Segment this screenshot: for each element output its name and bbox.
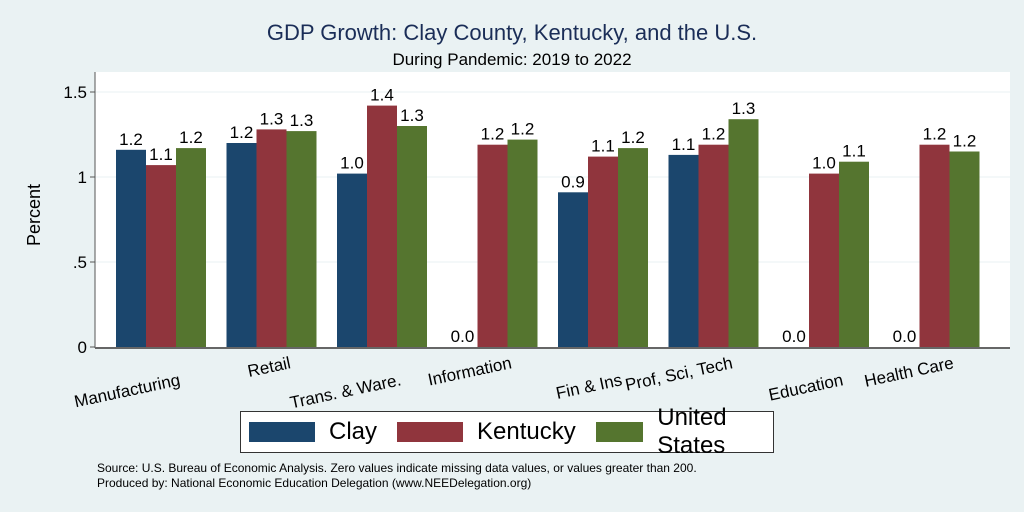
legend-swatch-clay <box>249 422 315 442</box>
bar-united-states <box>507 139 538 347</box>
bar-kentucky <box>919 144 950 347</box>
data-label: 1.1 <box>672 135 696 154</box>
bar-kentucky <box>809 173 839 347</box>
data-label: 0.9 <box>561 172 585 191</box>
y-tick-label: 1.5 <box>63 83 87 102</box>
x-tick-label: Education <box>767 370 845 404</box>
chart-title: GDP Growth: Clay County, Kentucky, and t… <box>266 20 758 45</box>
bar-clay <box>226 143 257 347</box>
legend-item-kentucky: Kentucky <box>397 418 576 446</box>
data-label: 1.1 <box>591 137 615 156</box>
bar-kentucky <box>256 129 287 347</box>
y-axis-label: Percent <box>24 184 44 246</box>
legend-item-united-states: United States <box>595 404 761 460</box>
data-label: 1.0 <box>812 154 836 173</box>
x-tick-label: Prof, Sci, Tech <box>623 353 734 394</box>
bar-chart: 1.2 1.1 1.2 1.2 1.3 1.3 1.0 1.4 1.3 0.0 1.2 1.2 0.9 1… <box>24 72 1010 410</box>
x-tick-label: Health Care <box>863 353 956 390</box>
data-label: 1.3 <box>400 106 424 125</box>
x-tick-label: Retail <box>246 353 292 381</box>
bar-united-states <box>176 148 206 347</box>
legend-label: United States <box>657 404 727 459</box>
data-label: 1.3 <box>260 109 284 128</box>
produced-by-note: Produced by: National Economic Education… <box>97 476 532 490</box>
bar-clay <box>337 173 367 347</box>
bar-united-states <box>839 161 869 347</box>
bar-united-states <box>286 131 317 347</box>
bar-united-states <box>949 151 980 347</box>
chart-subtitle: During Pandemic: 2019 to 2022 <box>392 50 632 69</box>
bar-kentucky <box>477 144 508 347</box>
data-label: 1.2 <box>953 132 977 151</box>
data-label: 1.2 <box>179 128 203 147</box>
source-note: Source: U.S. Bureau of Economic Analysis… <box>97 461 697 475</box>
data-label: 1.4 <box>370 86 394 105</box>
data-label: 1.2 <box>923 125 947 144</box>
bar-clay <box>558 192 588 347</box>
legend: Clay Kentucky United States <box>240 404 774 459</box>
legend-swatch-kentucky <box>397 422 464 442</box>
legend-label: Kentucky <box>477 418 576 445</box>
y-tick-label: 1 <box>78 168 87 187</box>
data-label: 1.3 <box>732 99 756 118</box>
bar-kentucky <box>588 156 618 347</box>
y-tick-label: .5 <box>73 253 87 272</box>
bar-kentucky <box>367 105 397 347</box>
data-label: 1.3 <box>290 111 314 130</box>
bar-kentucky <box>146 165 176 347</box>
x-tick-label: Information <box>426 353 513 389</box>
legend-label: Clay <box>329 418 378 445</box>
legend-item-clay: Clay <box>249 418 377 446</box>
data-label: 1.1 <box>842 142 866 161</box>
bar-united-states <box>618 148 648 347</box>
x-tick-label: Manufacturing <box>73 370 182 410</box>
data-label: 1.0 <box>340 154 364 173</box>
data-label: 1.2 <box>702 125 726 144</box>
data-label: 0.0 <box>451 327 475 346</box>
bar-united-states <box>728 119 759 347</box>
data-label: 1.2 <box>511 120 535 139</box>
x-tick-label: Fin & Ins <box>554 370 624 403</box>
data-label: 1.2 <box>481 125 505 144</box>
bar-kentucky <box>698 144 729 347</box>
data-label: 1.2 <box>119 130 143 149</box>
data-label: 1.2 <box>230 123 254 142</box>
data-label: 1.2 <box>621 128 645 147</box>
x-tick-label: Trans. & Ware. <box>288 370 403 410</box>
bar-united-states <box>397 126 427 347</box>
data-label: 0.0 <box>893 327 917 346</box>
bar-clay <box>116 149 146 347</box>
legend-swatch-united-states <box>595 422 644 442</box>
y-tick-label: 0 <box>78 338 87 357</box>
bar-clay <box>668 154 699 347</box>
data-label: 1.1 <box>149 145 173 164</box>
data-label: 0.0 <box>782 327 806 346</box>
